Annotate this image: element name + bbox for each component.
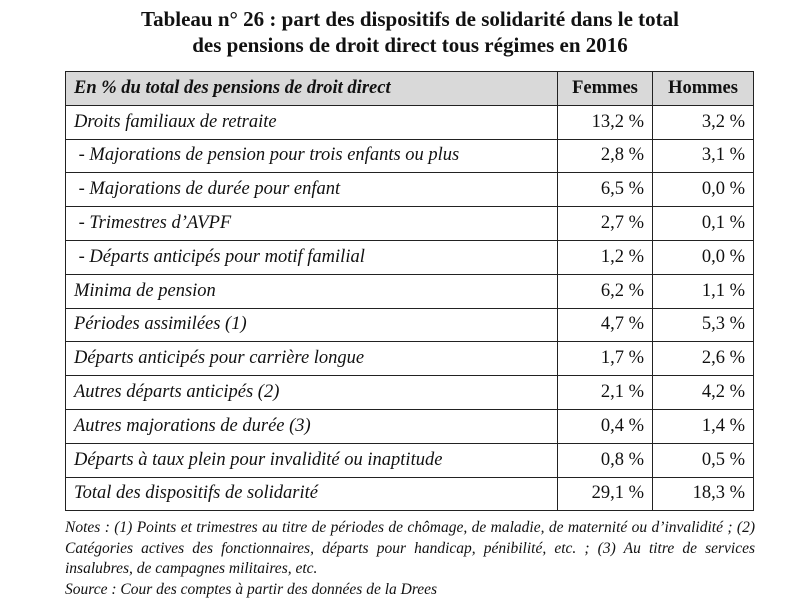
table-row: Total des dispositifs de solidarité 29,1 … xyxy=(65,476,754,512)
value-femmes: 6,2 % xyxy=(557,273,653,309)
table-row: Départs à taux plein pour invalidité ou … xyxy=(65,442,754,478)
value-femmes: 13,2 % xyxy=(557,104,653,140)
notes-text: Notes : (1) Points et trimestres au titr… xyxy=(65,519,755,577)
value-femmes: 1,7 % xyxy=(557,341,653,377)
table-row: Autres départs anticipés (2) 2,1 % 4,2 % xyxy=(65,375,754,410)
value-hommes: 1,4 % xyxy=(652,408,754,444)
row-label: Autres majorations de durée (3) xyxy=(65,408,558,444)
header-hommes: Hommes xyxy=(652,71,754,106)
table-row: Minima de pension 6,2 % 1,1 % xyxy=(65,273,754,309)
row-label: Départs à taux plein pour invalidité ou … xyxy=(65,442,558,478)
table-row: - Majorations de durée pour enfant 6,5 % 0… xyxy=(65,172,754,208)
table-row: Droits familiaux de retraite 13,2 % 3,2 % xyxy=(65,104,754,140)
value-femmes: 29,1 % xyxy=(557,476,653,512)
header-row: En % du total des pensions de droit dire… xyxy=(65,71,754,106)
row-label: - Départs anticipés pour motif familial xyxy=(65,239,558,275)
value-hommes: 0,1 % xyxy=(652,206,754,241)
title-line-1: Tableau n° 26 : part des dispositifs de … xyxy=(141,7,679,31)
row-label: - Majorations de pension pour trois enfa… xyxy=(65,138,558,174)
header-category: En % du total des pensions de droit dire… xyxy=(65,71,558,106)
value-femmes: 0,4 % xyxy=(557,408,653,444)
row-label: Autres départs anticipés (2) xyxy=(65,375,558,410)
row-label: Total des dispositifs de solidarité xyxy=(65,476,558,512)
source-text: Source : Cour des comptes à partir des d… xyxy=(65,580,438,598)
header-femmes: Femmes xyxy=(557,71,653,106)
solidarity-table: En % du total des pensions de droit dire… xyxy=(65,71,754,512)
value-femmes: 0,8 % xyxy=(557,442,653,478)
row-label: Droits familiaux de retraite xyxy=(65,104,558,140)
row-label: - Majorations de durée pour enfant xyxy=(65,172,558,208)
value-femmes: 1,2 % xyxy=(557,239,653,275)
value-femmes: 2,1 % xyxy=(557,375,653,410)
value-femmes: 2,7 % xyxy=(557,206,653,241)
value-hommes: 3,1 % xyxy=(652,138,754,174)
value-hommes: 3,2 % xyxy=(652,104,754,140)
table-row: Autres majorations de durée (3) 0,4 % 1,4 … xyxy=(65,408,754,444)
value-femmes: 2,8 % xyxy=(557,138,653,174)
title-line-2: des pensions de droit direct tous régime… xyxy=(192,33,628,57)
row-label: Départs anticipés pour carrière longue xyxy=(65,341,558,377)
value-hommes: 1,1 % xyxy=(652,273,754,309)
value-hommes: 0,5 % xyxy=(652,442,754,478)
value-hommes: 0,0 % xyxy=(652,172,754,208)
table-title: Tableau n° 26 : part des dispositifs de … xyxy=(0,6,789,58)
row-label: - Trimestres d’AVPF xyxy=(65,206,558,241)
row-label: Périodes assimilées (1) xyxy=(65,307,558,343)
value-hommes: 2,6 % xyxy=(652,341,754,377)
row-label: Minima de pension xyxy=(65,273,558,309)
value-femmes: 4,7 % xyxy=(557,307,653,343)
table-row: - Départs anticipés pour motif familial 1… xyxy=(65,239,754,275)
notes: Notes : (1) Points et trimestres au titr… xyxy=(65,518,755,600)
value-hommes: 4,2 % xyxy=(652,375,754,410)
value-hommes: 0,0 % xyxy=(652,239,754,275)
value-hommes: 5,3 % xyxy=(652,307,754,343)
table-row: Périodes assimilées (1) 4,7 % 5,3 % xyxy=(65,307,754,343)
value-femmes: 6,5 % xyxy=(557,172,653,208)
value-hommes: 18,3 % xyxy=(652,476,754,512)
table-row: - Trimestres d’AVPF 2,7 % 0,1 % xyxy=(65,206,754,241)
table-row: Départs anticipés pour carrière longue 1,… xyxy=(65,341,754,377)
table-row: - Majorations de pension pour trois enfa… xyxy=(65,138,754,174)
